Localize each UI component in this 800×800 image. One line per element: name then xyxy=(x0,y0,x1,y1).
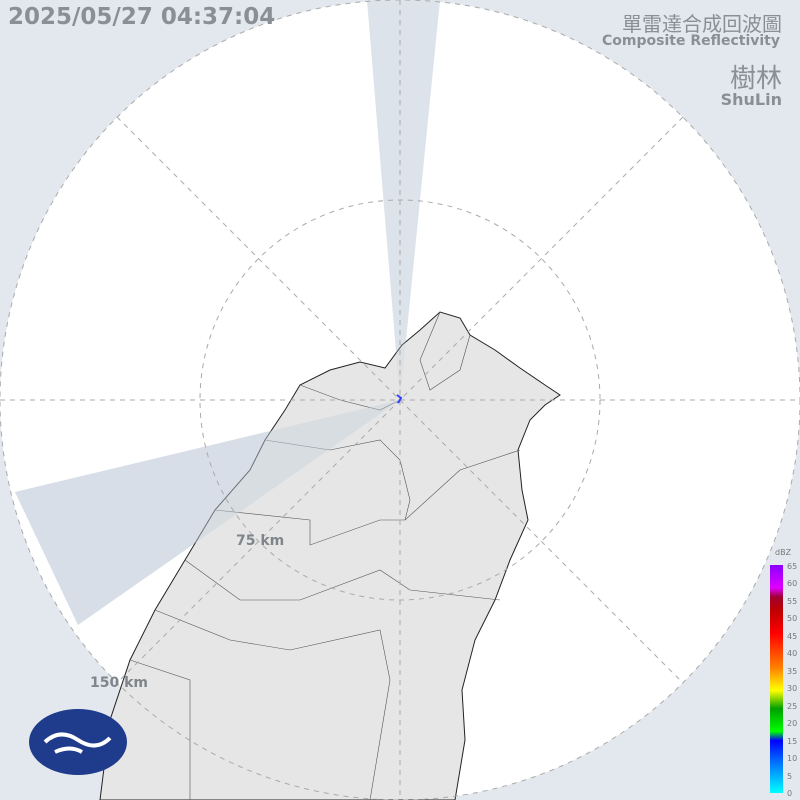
county-borders xyxy=(129,311,521,800)
land-taiwan xyxy=(99,311,561,800)
legend-tick: 55 xyxy=(787,597,798,606)
legend-tick: 30 xyxy=(787,684,798,693)
cwa-logo-icon xyxy=(29,709,127,775)
legend-tick: 10 xyxy=(787,754,798,763)
legend-tick: 20 xyxy=(787,719,798,728)
blind-sector-north xyxy=(367,0,440,400)
title-en: Composite Reflectivity xyxy=(602,33,780,49)
legend-tick: 60 xyxy=(787,579,798,588)
station-zh: 樹林 xyxy=(729,64,782,94)
legend-tick: 40 xyxy=(787,649,798,658)
legend-tick: 0 xyxy=(787,789,793,798)
title-zh: 單雷達合成回波圖 xyxy=(622,12,782,36)
legend-tick: 15 xyxy=(787,737,798,746)
legend-tick: 45 xyxy=(787,632,798,641)
legend-tick: 50 xyxy=(787,614,798,623)
timestamp: 2025/05/27 04:37:04 xyxy=(8,4,276,30)
legend-tick: 65 xyxy=(787,562,798,571)
legend-tick: 5 xyxy=(787,772,793,781)
legend-colorbar xyxy=(770,565,783,793)
range-label-75: 75 km xyxy=(236,533,285,549)
legend-tick: 25 xyxy=(787,702,798,711)
legend-unit: dBZ xyxy=(775,548,792,557)
legend-tick: 35 xyxy=(787,667,798,676)
echo xyxy=(396,394,403,404)
range-label-150: 150 km xyxy=(90,675,148,691)
station-en: ShuLin xyxy=(720,90,782,109)
